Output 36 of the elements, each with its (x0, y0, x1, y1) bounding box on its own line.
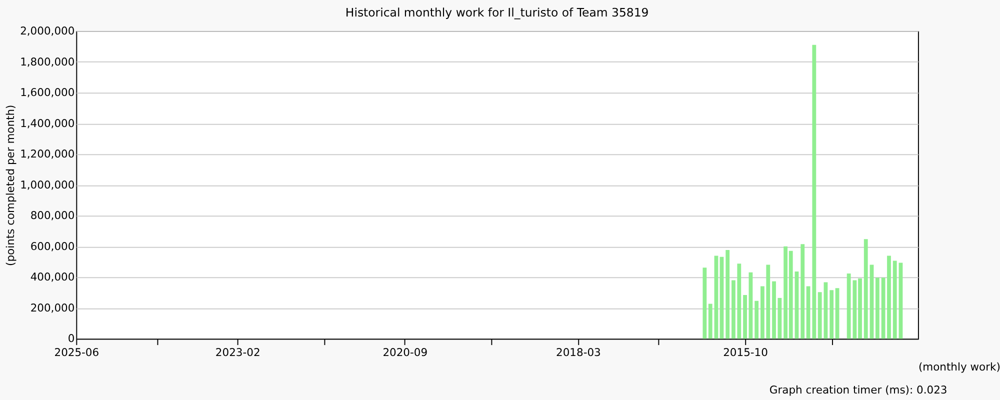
chart-title: Historical monthly work for Il_turisto of Team 35819 (345, 5, 649, 20)
bar (892, 260, 897, 339)
x-tick-label: 2015-10 (723, 346, 768, 359)
x-tick-label: 2025-06 (54, 346, 100, 359)
bar (824, 282, 828, 339)
y-tick-label: 200,000 (30, 301, 75, 314)
bar (708, 304, 712, 339)
bar (702, 268, 707, 339)
bar (875, 278, 880, 339)
bar (818, 292, 822, 339)
y-tick-label: 400,000 (30, 270, 75, 284)
bar (806, 286, 810, 339)
y-tick-label: 1,600,000 (20, 86, 75, 100)
bar (726, 250, 730, 339)
x-tick-label: 2020-09 (382, 346, 428, 359)
bar (870, 264, 874, 339)
bar (830, 290, 834, 339)
bar (743, 295, 747, 339)
y-tick-label: 1,200,000 (20, 148, 75, 161)
y-tick-label: 1,800,000 (20, 55, 75, 68)
y-tick-label: 800,000 (30, 209, 75, 222)
y-tick-label: 2,000,000 (20, 24, 75, 38)
text: Graph creation timer (ms): 0.023 (769, 383, 948, 396)
y-tick-label: 600,000 (30, 240, 75, 253)
x-tick-label: 2018-03 (556, 346, 601, 359)
bar (800, 244, 805, 339)
y-tick-label: 1,000,000 (20, 178, 75, 192)
bar (864, 239, 868, 339)
bar (812, 44, 816, 339)
y-tick-label: 0 (68, 332, 75, 346)
bar (754, 300, 759, 339)
y-tick-label: 1,400,000 (20, 116, 75, 130)
x-axis-title: (monthly work) (918, 360, 1000, 374)
bar (898, 262, 903, 339)
y-axis-title: (points completed per month) (4, 104, 18, 266)
x-tick-label: 2023-02 (215, 346, 260, 359)
